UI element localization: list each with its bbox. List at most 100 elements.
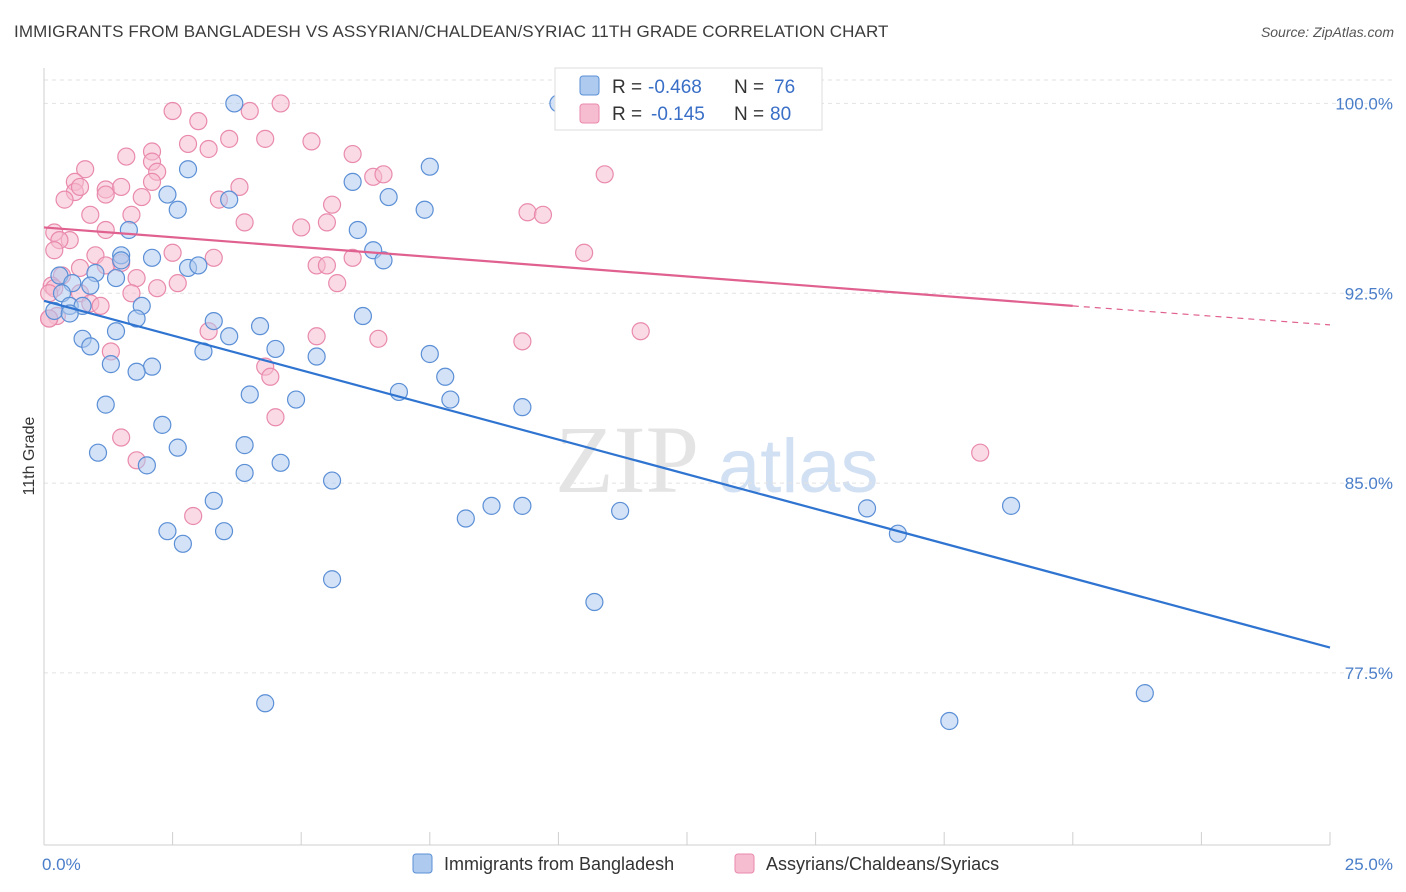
blue-point [235,436,254,455]
legend-n-value-blue: 76 [774,77,795,98]
blue-point [204,311,223,331]
blue-point [420,344,439,364]
pink-point [70,177,90,197]
pink-point [220,129,239,148]
blue-point [940,711,959,731]
trend-line-blue [43,299,1331,649]
pink-point [266,408,285,427]
gridlines [44,79,1392,674]
trend-lines [43,226,1331,649]
blue-point [142,357,162,376]
pink-point [369,329,388,348]
blue-point [101,355,120,374]
x-tick-label-max: 25.0% [1345,855,1393,874]
pink-point [70,258,90,278]
legend-r-value-pink: -0.145 [651,104,705,125]
blue-point [250,317,270,336]
blue-point [513,496,532,515]
blue-point [271,453,290,472]
pink-point [240,101,259,121]
blue-point [256,694,275,713]
blue-point [286,390,306,409]
blue-point [106,322,126,341]
pink-point [117,147,136,166]
blue-point [220,190,239,209]
pink-point [307,327,326,346]
blue-point [81,337,100,356]
blue-point [343,172,362,191]
pink-point [184,506,203,526]
watermark-zip: ZIP [555,406,699,513]
trend-line-pink-extension [1072,305,1331,326]
y-tick-label: 100.0% [1335,94,1393,113]
pink-point [96,185,115,204]
chart-source: Source: ZipAtlas.com [1260,24,1394,40]
blue-point [857,499,877,518]
pink-point [199,139,218,159]
blue-point [88,443,108,462]
pink-point [127,268,146,288]
pink-point [513,332,532,351]
pink-point [374,165,393,184]
blue-point [441,390,460,409]
blue-point [127,309,146,328]
stats-legend: R = -0.468 N = 76 R = -0.145 N = 80 [554,67,823,131]
pink-point [328,274,347,293]
pink-point [302,132,321,151]
legend-swatch-pink [579,103,600,124]
blue-point [214,522,234,541]
blue-point [322,471,342,490]
blue-point [204,491,223,510]
pink-point [112,177,131,197]
blue-point [482,496,501,515]
pink-point [163,101,182,121]
pink-point [971,443,990,462]
pink-point [178,134,198,154]
blue-point [266,339,285,359]
blue-point [307,347,326,366]
blue-point [220,327,239,346]
pink-point [230,177,249,197]
blue-point [1135,684,1154,703]
y-tick-label: 77.5% [1345,664,1393,683]
blue-point [353,306,373,326]
pink-point [595,165,614,184]
pink-point [112,428,131,447]
blue-point [348,220,367,240]
pink-point [322,195,342,214]
blue-point [178,160,198,179]
legend-r-label-pink: R = [612,104,642,125]
pink-point [518,203,537,222]
blue-point [611,501,630,521]
pink-point [148,279,167,298]
watermark-atlas: atlas [718,424,879,509]
blue-point [158,522,177,541]
blue-point [513,398,532,417]
pink-point [76,160,95,179]
pink-point [122,205,141,224]
pink-point [261,367,280,386]
blue-point [374,251,393,270]
pink-point [189,112,208,131]
legend-r-value-blue: -0.468 [648,77,702,98]
trend-line-pink [43,226,1073,308]
pink-point [168,274,187,293]
pink-point [292,218,311,237]
pink-point [204,248,223,267]
blue-point [585,592,604,612]
blue-point [436,367,455,386]
blue-point [158,185,177,204]
blue-point [420,157,439,176]
blue-point [456,509,475,528]
pink-point [45,241,64,260]
blue-point [1001,496,1021,515]
blue-point [189,256,208,275]
series-legend-swatch-blue [412,853,433,874]
pink-point [631,322,650,341]
pink-point [256,129,275,148]
blue-point [168,438,187,457]
series-bangladesh-points [45,94,1154,731]
pink-point [271,94,290,113]
pink-point [235,213,254,232]
